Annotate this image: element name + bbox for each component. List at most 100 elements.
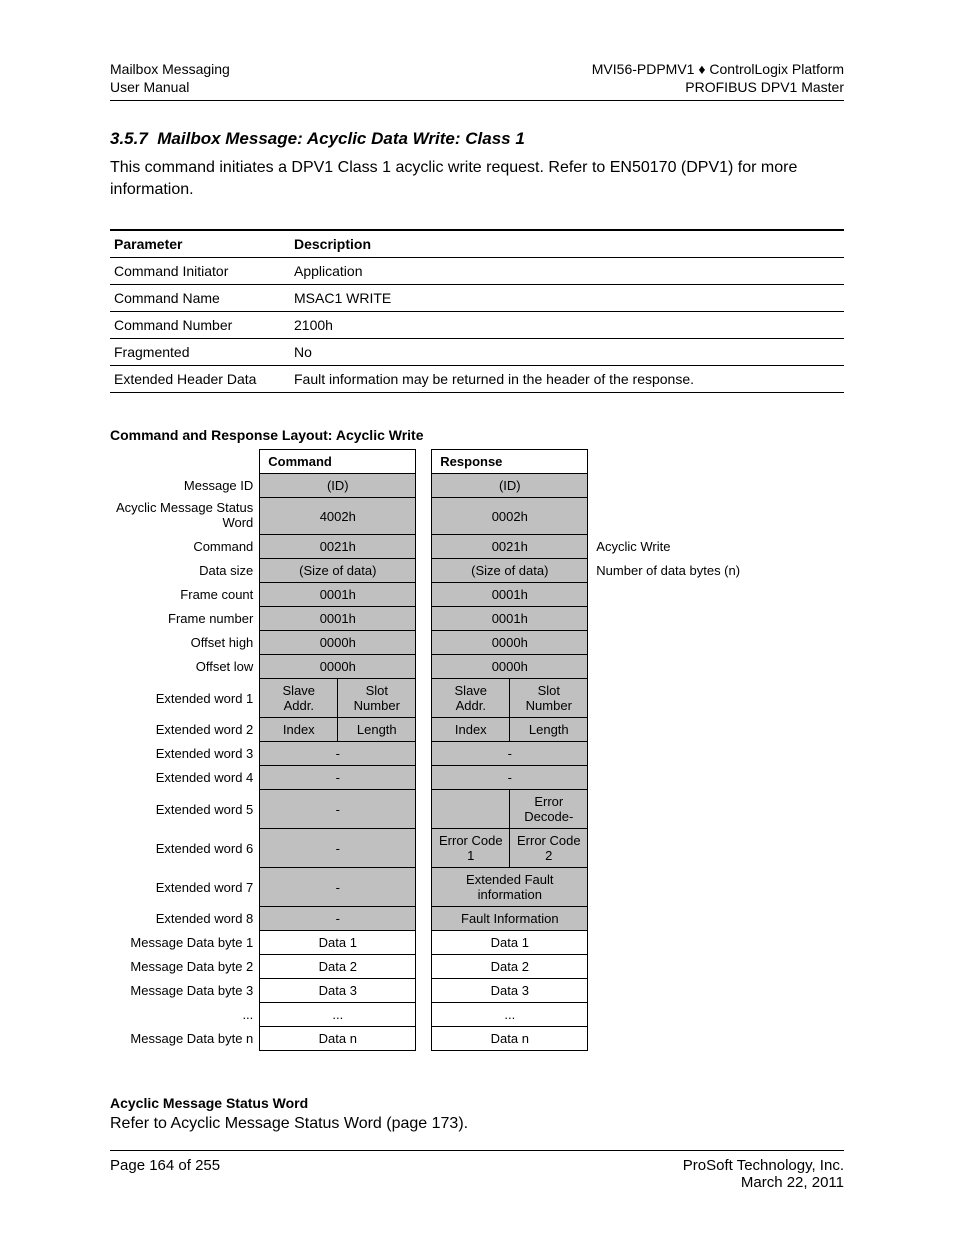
layout-resp-cell: Data 3 — [432, 979, 588, 1003]
layout-gap — [416, 868, 432, 907]
layout-resp-cell: ... — [432, 1003, 588, 1027]
layout-cmd-cell: 0001h — [260, 607, 416, 631]
layout-row-label: Message ID — [110, 473, 260, 497]
layout-note — [588, 497, 746, 535]
layout-gap — [416, 535, 432, 559]
layout-table: Command Response Message ID(ID)(ID)Acycl… — [110, 449, 746, 1052]
layout-cmd-cell: - — [260, 868, 416, 907]
footer-page: Page 164 of 255 — [110, 1157, 220, 1191]
layout-row: Command0021h0021hAcyclic Write — [110, 535, 746, 559]
layout-row: Message Data byte nData nData n — [110, 1027, 746, 1051]
layout-cmd-cell: - — [260, 742, 416, 766]
section-number: 3.5.7 — [110, 129, 148, 148]
layout-cmd-cell: Data 2 — [260, 955, 416, 979]
layout-note — [588, 631, 746, 655]
layout-gap — [416, 718, 432, 742]
layout-resp-cell: Error Code 1 — [432, 829, 510, 868]
layout-row: Data size(Size of data)(Size of data)Num… — [110, 559, 746, 583]
layout-cmd-cell: Data n — [260, 1027, 416, 1051]
page-footer: Page 164 of 255 ProSoft Technology, Inc.… — [110, 1150, 844, 1191]
page-header: Mailbox Messaging User Manual MVI56-PDPM… — [110, 60, 844, 101]
layout-resp-cell: - — [432, 742, 588, 766]
layout-resp-cell: (Size of data) — [432, 559, 588, 583]
layout-resp-cell: Index — [432, 718, 510, 742]
layout-gap — [416, 979, 432, 1003]
layout-row-label: Frame number — [110, 607, 260, 631]
layout-row: Message Data byte 2Data 2Data 2 — [110, 955, 746, 979]
layout-note — [588, 766, 746, 790]
layout-row: Extended word 5-Error Decode- — [110, 790, 746, 829]
param-cell-param: Fragmented — [110, 338, 290, 365]
param-row: Extended Header DataFault information ma… — [110, 365, 844, 392]
layout-note — [588, 1003, 746, 1027]
layout-resp-cell: 0000h — [432, 631, 588, 655]
header-left-line1: Mailbox Messaging — [110, 60, 230, 78]
layout-resp-cell: Data n — [432, 1027, 588, 1051]
param-header-parameter: Parameter — [110, 230, 290, 258]
layout-row-label: Message Data byte n — [110, 1027, 260, 1051]
layout-note — [588, 1027, 746, 1051]
layout-cmd-cell: - — [260, 790, 416, 829]
footer-right: ProSoft Technology, Inc. March 22, 2011 — [683, 1157, 844, 1191]
layout-row-label: Extended word 3 — [110, 742, 260, 766]
layout-note-blank — [588, 449, 746, 473]
layout-row-label: Extended word 4 — [110, 766, 260, 790]
header-right-line2: PROFIBUS DPV1 Master — [592, 78, 844, 96]
layout-note — [588, 679, 746, 718]
layout-note — [588, 955, 746, 979]
layout-note — [588, 742, 746, 766]
layout-row-label: Extended word 7 — [110, 868, 260, 907]
layout-note — [588, 868, 746, 907]
header-right: MVI56-PDPMV1 ♦ ControlLogix Platform PRO… — [592, 60, 844, 96]
layout-row: Message ID(ID)(ID) — [110, 473, 746, 497]
layout-row-label: Extended word 8 — [110, 907, 260, 931]
layout-gap — [416, 449, 432, 473]
layout-row: Extended word 1Slave Addr.Slot NumberSla… — [110, 679, 746, 718]
layout-row: Extended word 7-Extended Fault informati… — [110, 868, 746, 907]
layout-resp-cell: Data 1 — [432, 931, 588, 955]
layout-resp-cell: Error Code 2 — [510, 829, 588, 868]
layout-cmd-cell: 4002h — [260, 497, 416, 535]
param-row: Command Number2100h — [110, 311, 844, 338]
layout-resp-cell: 0001h — [432, 607, 588, 631]
layout-note — [588, 790, 746, 829]
layout-note — [588, 607, 746, 631]
layout-gap — [416, 655, 432, 679]
param-cell-param: Command Initiator — [110, 257, 290, 284]
layout-gap — [416, 679, 432, 718]
layout-row-label: Extended word 5 — [110, 790, 260, 829]
layout-note — [588, 907, 746, 931]
layout-resp-cell: - — [432, 766, 588, 790]
layout-note: Acyclic Write — [588, 535, 746, 559]
layout-resp-cell: Slave Addr. — [432, 679, 510, 718]
status-text: Refer to Acyclic Message Status Word (pa… — [110, 1115, 844, 1133]
param-cell-desc: MSAC1 WRITE — [290, 284, 844, 311]
param-cell-desc: Fault information may be returned in the… — [290, 365, 844, 392]
layout-cmd-cell: 0000h — [260, 631, 416, 655]
section-title-text: Mailbox Message: Acyclic Data Write: Cla… — [157, 129, 525, 148]
layout-row-label: Message Data byte 3 — [110, 979, 260, 1003]
section-body: This command initiates a DPV1 Class 1 ac… — [110, 157, 844, 200]
layout-row: Extended word 8-Fault Information — [110, 907, 746, 931]
layout-gap — [416, 766, 432, 790]
param-header-description: Description — [290, 230, 844, 258]
layout-cmd-cell: (Size of data) — [260, 559, 416, 583]
layout-resp-cell: Data 2 — [432, 955, 588, 979]
layout-gap — [416, 907, 432, 931]
layout-gap — [416, 790, 432, 829]
page-container: Mailbox Messaging User Manual MVI56-PDPM… — [0, 0, 954, 1235]
layout-note — [588, 583, 746, 607]
layout-row-label: Message Data byte 1 — [110, 931, 260, 955]
layout-row: Offset low0000h0000h — [110, 655, 746, 679]
param-cell-param: Extended Header Data — [110, 365, 290, 392]
layout-gap — [416, 607, 432, 631]
layout-resp-cell: Length — [510, 718, 588, 742]
layout-gap — [416, 497, 432, 535]
layout-gap — [416, 931, 432, 955]
layout-gap — [416, 955, 432, 979]
layout-note: Number of data bytes (n) — [588, 559, 746, 583]
layout-gap — [416, 631, 432, 655]
layout-gap — [416, 1003, 432, 1027]
layout-note — [588, 979, 746, 1003]
layout-cmd-cell: ... — [260, 1003, 416, 1027]
